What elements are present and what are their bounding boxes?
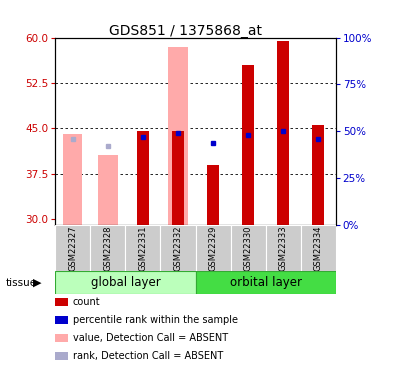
Text: GSM22331: GSM22331: [138, 226, 147, 271]
Bar: [55, 271, 196, 294]
Bar: [63, 134, 83, 225]
Bar: [168, 46, 188, 225]
Bar: [98, 156, 118, 225]
Bar: [160, 225, 196, 272]
Text: GSM22327: GSM22327: [68, 226, 77, 271]
Bar: [312, 125, 324, 225]
Text: GDS851 / 1375868_at: GDS851 / 1375868_at: [109, 24, 262, 38]
Text: global layer: global layer: [90, 276, 160, 289]
Text: ▶: ▶: [33, 278, 41, 288]
Text: GSM22333: GSM22333: [278, 226, 288, 271]
Text: GSM22332: GSM22332: [173, 226, 182, 271]
Text: tissue: tissue: [6, 278, 37, 288]
Bar: [301, 225, 336, 272]
Bar: [90, 225, 126, 272]
Text: GSM22328: GSM22328: [103, 226, 113, 271]
Text: rank, Detection Call = ABSENT: rank, Detection Call = ABSENT: [73, 351, 223, 361]
Text: GSM22329: GSM22329: [209, 226, 218, 271]
Bar: [265, 225, 301, 272]
Text: GSM22330: GSM22330: [244, 226, 253, 271]
Bar: [277, 40, 289, 225]
Bar: [207, 165, 219, 225]
Text: value, Detection Call = ABSENT: value, Detection Call = ABSENT: [73, 333, 228, 343]
Bar: [196, 271, 336, 294]
Bar: [126, 225, 160, 272]
Text: percentile rank within the sample: percentile rank within the sample: [73, 315, 238, 325]
Bar: [196, 225, 231, 272]
Bar: [172, 131, 184, 225]
Bar: [242, 65, 254, 225]
Text: orbital layer: orbital layer: [229, 276, 302, 289]
Text: count: count: [73, 297, 100, 307]
Bar: [231, 225, 265, 272]
Text: GSM22334: GSM22334: [314, 226, 323, 271]
Bar: [55, 225, 90, 272]
Bar: [137, 131, 149, 225]
